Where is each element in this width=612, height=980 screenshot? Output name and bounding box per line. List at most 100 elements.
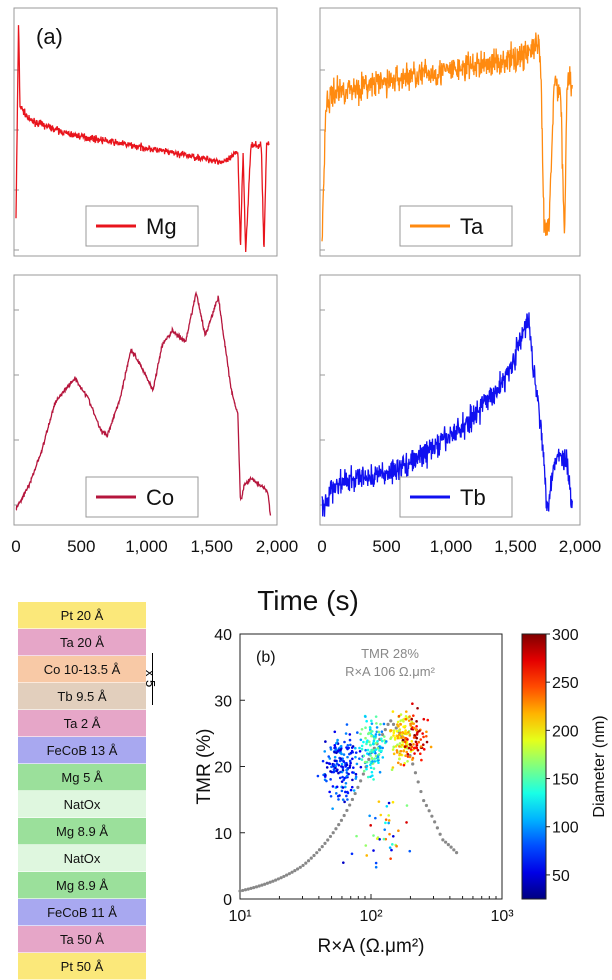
data-point (341, 775, 344, 779)
layer-2: Co 10-13.5 Å (18, 656, 146, 683)
data-point (348, 759, 352, 763)
data-point (401, 738, 405, 742)
fit-dot (249, 886, 253, 890)
data-point (354, 755, 357, 759)
data-point (392, 734, 395, 737)
data-point (399, 719, 402, 722)
layer-4: Ta 2 Å (18, 710, 146, 737)
layer-6: Mg 5 Å (18, 764, 146, 791)
fit-dot (241, 888, 245, 893)
data-point (355, 834, 358, 838)
data-point (370, 722, 374, 725)
layer-5: FeCoB 13 Å (18, 737, 146, 764)
layer-0: Pt 20 Å (18, 602, 146, 629)
data-point (398, 757, 401, 760)
fit-dot (444, 840, 448, 844)
x-tick-label: 2,000 (256, 537, 299, 556)
data-point (340, 762, 344, 766)
data-point (374, 733, 378, 736)
time-trace-panel-mg: Mg (13, 7, 278, 257)
fit-dot (279, 876, 283, 880)
fit-dot (274, 878, 278, 882)
fit-dot (238, 889, 242, 893)
data-point (395, 844, 398, 848)
data-point (429, 745, 433, 749)
data-point (393, 736, 397, 740)
data-point (342, 760, 346, 764)
data-point (341, 765, 344, 769)
data-point (335, 785, 339, 789)
data-point (389, 729, 393, 732)
data-point (415, 728, 418, 732)
data-point (408, 715, 411, 718)
trace-line (321, 32, 573, 242)
data-point (370, 770, 374, 774)
data-point (365, 742, 368, 746)
time-trace-panel-ta: Ta (319, 7, 581, 257)
data-point (370, 719, 373, 723)
data-point (352, 766, 355, 769)
data-point (340, 789, 344, 793)
data-point (359, 738, 363, 742)
data-point (397, 829, 400, 833)
fit-dot (315, 851, 319, 855)
fit-dot (334, 827, 338, 831)
data-point (365, 764, 369, 768)
y-tick-label: 20 (214, 760, 232, 777)
data-point (402, 720, 405, 723)
data-point (392, 745, 396, 749)
data-point (344, 732, 348, 735)
layer-8: Mg 8.9 Å (18, 818, 146, 845)
data-point (402, 763, 406, 767)
data-point (407, 746, 411, 750)
y-axis-label: TMR (%) (194, 729, 215, 805)
data-point (354, 772, 358, 776)
fit-dot (350, 797, 354, 802)
data-point (333, 730, 337, 734)
data-point (414, 740, 418, 744)
data-point (380, 737, 383, 741)
data-point (366, 775, 370, 779)
data-point (335, 762, 339, 765)
legend: Mg (85, 205, 199, 247)
data-point (343, 800, 346, 804)
legend-label: Tb (460, 485, 486, 510)
data-point (397, 733, 401, 736)
data-point (362, 769, 366, 773)
data-point (373, 757, 377, 760)
legend-label: Ta (460, 214, 484, 239)
data-point (395, 729, 399, 733)
data-point (367, 740, 371, 744)
data-point (372, 750, 375, 754)
data-point (411, 756, 415, 760)
data-point (421, 743, 425, 747)
layer-12: Ta 50 Å (18, 926, 146, 953)
data-point (347, 772, 350, 776)
data-point (398, 731, 402, 734)
data-point (363, 760, 367, 764)
fit-dot (356, 785, 360, 789)
data-point (398, 745, 401, 748)
data-point (354, 751, 358, 754)
data-point (338, 759, 342, 763)
data-point (369, 743, 372, 747)
data-point (402, 725, 405, 729)
data-point (349, 761, 352, 765)
data-point (425, 740, 429, 744)
data-point (404, 754, 407, 758)
data-point (406, 755, 410, 758)
data-point (372, 849, 375, 852)
data-point (415, 732, 419, 735)
data-point (403, 745, 407, 749)
data-point (330, 765, 333, 769)
data-point (378, 838, 381, 841)
data-point (421, 732, 424, 735)
data-point (406, 760, 409, 763)
x-tick-label: 1,500 (190, 537, 233, 556)
data-point (328, 790, 331, 794)
data-point (345, 794, 348, 798)
fit-dot (293, 869, 297, 873)
colorbar-gradient (521, 633, 547, 900)
fit-dot (413, 771, 418, 775)
data-point (382, 722, 386, 726)
